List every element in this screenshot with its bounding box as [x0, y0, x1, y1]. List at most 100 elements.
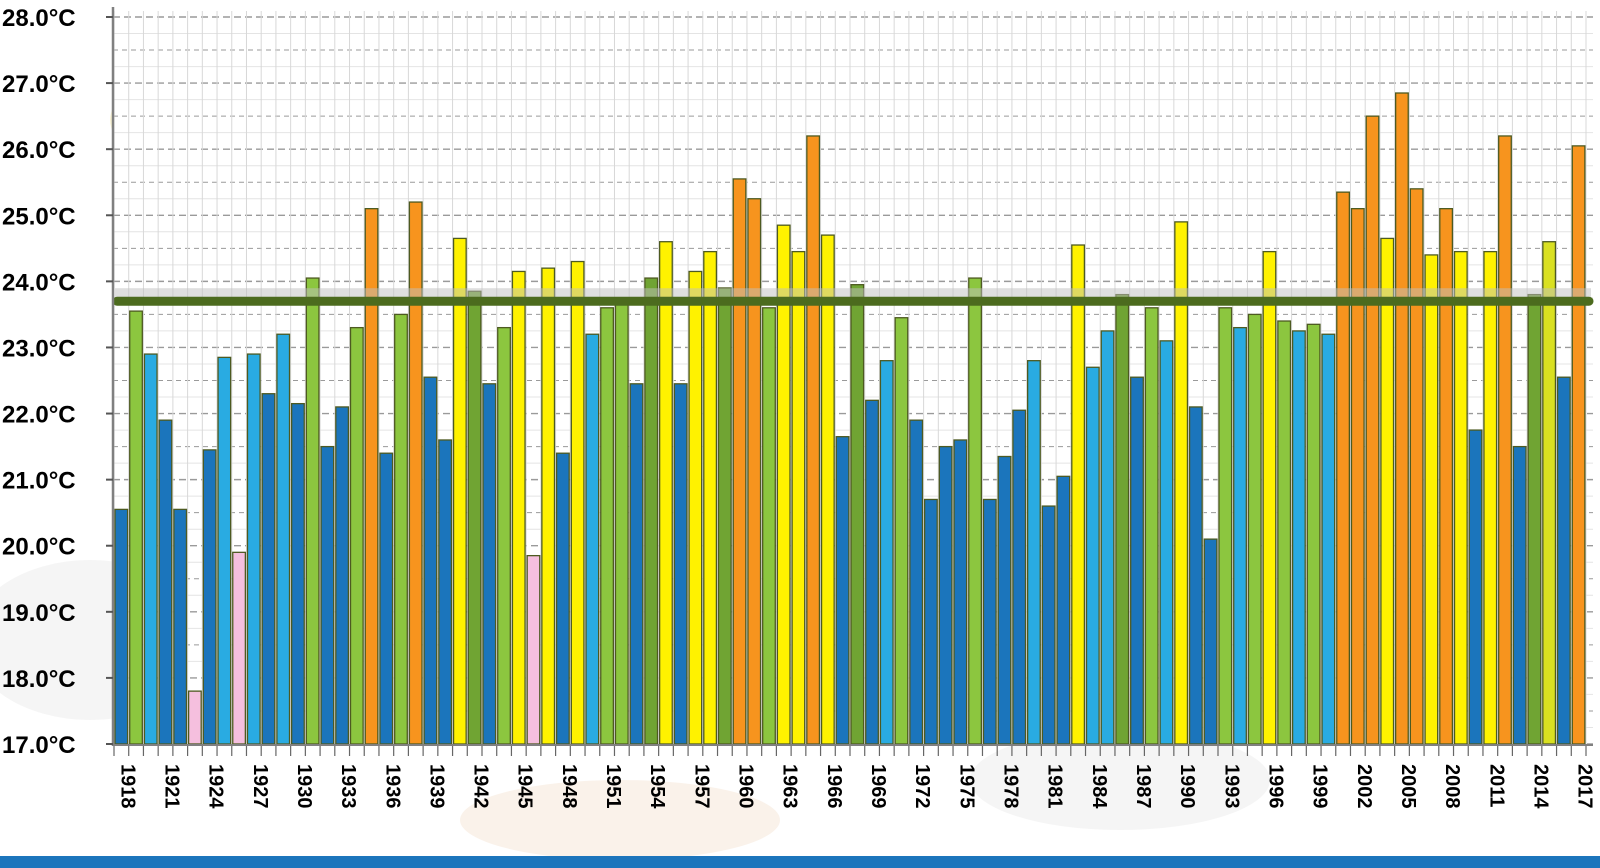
- x-axis-label-1963: 1963: [779, 764, 801, 809]
- bar-1944: [497, 326, 511, 745]
- bar-1975: [953, 439, 968, 745]
- x-axis-label-1981: 1981: [1044, 764, 1066, 809]
- bar-1969: [865, 399, 879, 745]
- x-axis-label-1987: 1987: [1132, 764, 1154, 809]
- x-axis-label-1951: 1951: [602, 764, 624, 809]
- bar-1983: [1071, 244, 1086, 745]
- bar-2007: [1424, 254, 1439, 745]
- bar-2006: [1409, 188, 1424, 745]
- bar-2013: [1512, 445, 1527, 745]
- bar-1986: [1115, 293, 1130, 745]
- x-axis-label-1942: 1942: [470, 764, 492, 809]
- x-axis-label-1978: 1978: [1000, 764, 1022, 809]
- bar-1950: [585, 333, 600, 745]
- x-axis-label-1939: 1939: [425, 764, 447, 809]
- bar-1995: [1247, 313, 1262, 745]
- x-axis-label-1984: 1984: [1088, 764, 1110, 809]
- bar-1994: [1233, 326, 1247, 745]
- x-axis-label-1945: 1945: [514, 764, 536, 809]
- y-axis-label: 28.0°C: [2, 5, 76, 32]
- bar-2009: [1453, 250, 1468, 745]
- x-axis-label-1999: 1999: [1309, 764, 1331, 809]
- bar-1978: [997, 455, 1012, 745]
- y-axis-label: 25.0°C: [2, 203, 76, 230]
- bar-1930: [290, 402, 305, 745]
- bar-1973: [923, 498, 938, 745]
- x-axis-label-1948: 1948: [558, 764, 580, 809]
- bar-2004: [1380, 237, 1395, 745]
- bar-1964: [791, 250, 806, 745]
- bar-1936: [379, 452, 394, 745]
- x-axis-label-1990: 1990: [1176, 764, 1198, 809]
- bar-2000: [1321, 333, 1336, 745]
- bar-1954: [644, 277, 659, 745]
- y-axis-label: 20.0°C: [2, 534, 76, 561]
- bar-1956: [673, 383, 688, 745]
- x-axis-label-2005: 2005: [1397, 764, 1419, 809]
- bar-1933: [335, 406, 350, 745]
- x-axis-label-1966: 1966: [823, 764, 845, 809]
- bar-1965: [806, 135, 821, 745]
- bar-1952: [614, 303, 629, 745]
- bar-1967: [835, 436, 850, 745]
- bar-1955: [658, 241, 673, 745]
- x-axis-label-1960: 1960: [735, 764, 757, 809]
- bar-1974: [938, 445, 953, 745]
- bar-1999: [1306, 323, 1321, 745]
- x-axis-label-2008: 2008: [1441, 764, 1463, 809]
- bar-1921: [158, 419, 173, 745]
- x-axis-label-2002: 2002: [1353, 764, 1375, 809]
- bar-1948: [555, 452, 570, 745]
- bar-1972: [909, 419, 924, 745]
- bar-1982: [1056, 475, 1071, 745]
- x-axis-label-1918: 1918: [116, 764, 138, 809]
- bar-1960: [732, 178, 747, 745]
- bar-1957: [688, 270, 703, 745]
- x-axis-label-1921: 1921: [160, 764, 182, 809]
- bar-1958: [703, 250, 718, 745]
- bar-1961: [747, 198, 762, 745]
- bar-1984: [1085, 366, 1100, 745]
- x-axis-label-2011: 2011: [1485, 764, 1507, 807]
- x-axis-label-1969: 1969: [867, 764, 889, 809]
- bar-1929: [276, 333, 291, 745]
- bar-1931: [305, 277, 320, 745]
- x-axis-label-1927: 1927: [249, 764, 271, 809]
- bar-1926: [232, 551, 247, 745]
- bar-1947: [541, 267, 556, 745]
- x-axis-label-2017: 2017: [1574, 764, 1596, 809]
- x-axis-label-2014: 2014: [1529, 764, 1551, 809]
- background-watermark: [460, 780, 780, 860]
- y-axis-label: 26.0°C: [2, 137, 76, 164]
- y-axis-label: 17.0°C: [2, 732, 76, 759]
- bar-1981: [1041, 505, 1056, 745]
- bar-2016: [1556, 376, 1571, 745]
- bar-1928: [261, 393, 276, 745]
- bar-1949: [570, 260, 585, 745]
- x-axis-label-1930: 1930: [293, 764, 315, 809]
- bar-1945: [511, 270, 526, 745]
- bar-1939: [423, 376, 438, 745]
- bar-1932: [320, 445, 335, 745]
- y-axis-label: 19.0°C: [2, 600, 76, 627]
- bottom-blue-strip: [0, 856, 1600, 868]
- bar-1998: [1291, 330, 1306, 745]
- bar-1992: [1203, 538, 1218, 745]
- x-axis-label-1975: 1975: [955, 764, 977, 809]
- x-axis-label-1954: 1954: [646, 764, 668, 809]
- bar-1940: [438, 439, 453, 745]
- refline-shadow: [115, 288, 1591, 300]
- y-axis-label: 21.0°C: [2, 468, 76, 495]
- bar-1946: [526, 554, 541, 745]
- x-axis-label-1996: 1996: [1264, 764, 1286, 809]
- bar-1989: [1159, 340, 1174, 745]
- bar-1996: [1262, 250, 1277, 745]
- y-axis-label: 24.0°C: [2, 269, 76, 296]
- bar-1927: [246, 353, 261, 745]
- x-axis-label-1993: 1993: [1220, 764, 1242, 809]
- bar-1959: [717, 287, 732, 745]
- bar-1970: [879, 360, 894, 745]
- bar-1962: [762, 307, 776, 745]
